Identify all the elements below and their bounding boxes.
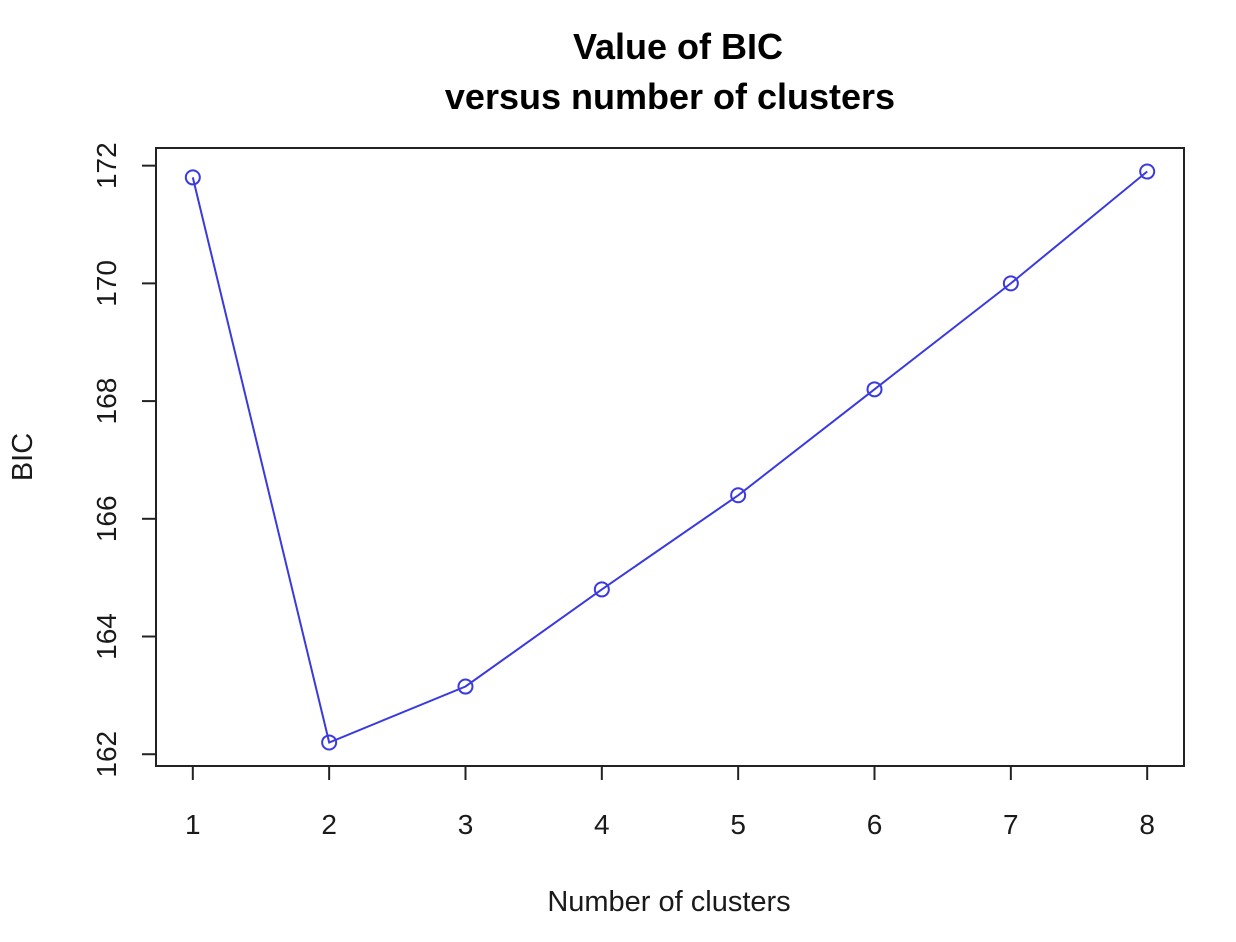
chart-title: Value of BIC: [573, 26, 783, 67]
data-point: [184, 169, 201, 186]
chart-subtitle: versus number of clusters: [445, 76, 895, 117]
data-point: [866, 381, 883, 398]
x-tick-label: 1: [185, 809, 201, 840]
y-tick-label: 164: [91, 613, 122, 660]
x-tick-label: 7: [1003, 809, 1019, 840]
data-point: [1002, 275, 1019, 292]
data-point: [321, 734, 338, 751]
y-axis-label: BIC: [7, 433, 39, 481]
y-tick-label: 168: [91, 378, 122, 425]
x-axis: 1 2 3 4 5 6 7 8: [185, 765, 1155, 840]
data-point: [730, 487, 747, 504]
y-tick-label: 170: [91, 260, 122, 307]
x-tick-label: 3: [458, 809, 474, 840]
x-tick-label: 5: [730, 809, 746, 840]
data-point: [457, 678, 474, 695]
x-tick-label: 2: [321, 809, 337, 840]
data-point: [1139, 163, 1156, 180]
plot-area-frame: [155, 147, 1185, 767]
data-point: [593, 581, 610, 598]
x-tick-label: 4: [594, 809, 610, 840]
series-line: [191, 170, 1148, 744]
bic-series: [184, 163, 1156, 751]
x-axis-label: Number of clusters: [547, 886, 790, 918]
y-tick-label: 172: [91, 142, 122, 189]
x-tick-label: 6: [867, 809, 883, 840]
y-tick-label: 166: [91, 495, 122, 542]
y-tick-label: 162: [91, 731, 122, 778]
y-axis: 162 164 166 168 170 172: [91, 142, 157, 778]
x-tick-label: 8: [1139, 809, 1155, 840]
